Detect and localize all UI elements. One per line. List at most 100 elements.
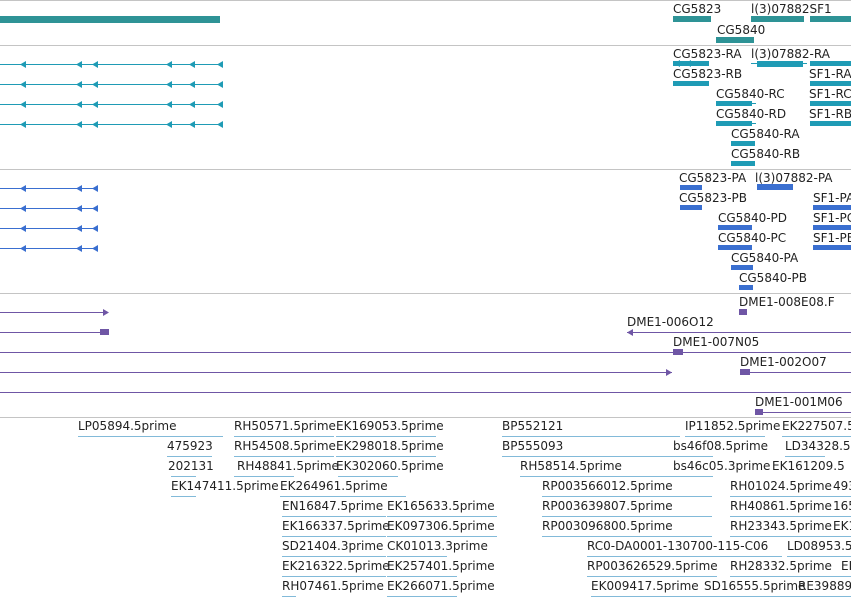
feature-label[interactable]: CG5840-RA — [731, 127, 800, 141]
exon-arrow-icon[interactable] — [92, 205, 98, 212]
est-label[interactable]: EK298018.5prime — [336, 439, 444, 453]
feature-bar[interactable] — [813, 245, 851, 250]
exon-arrow-icon[interactable] — [166, 101, 172, 108]
est-line[interactable] — [542, 496, 712, 497]
exon-arrow-icon[interactable] — [76, 101, 82, 108]
feature-label[interactable]: CG5840-RC — [716, 87, 785, 101]
feature-label[interactable]: SF1-RC — [809, 87, 851, 101]
est-line[interactable] — [387, 536, 497, 537]
est-label[interactable]: RE39889 — [798, 579, 851, 593]
match-label[interactable]: DME1-006O12 — [627, 315, 714, 329]
est-label[interactable]: EN16847.5prime — [282, 499, 384, 513]
feature-intron-line[interactable] — [755, 412, 851, 413]
est-label[interactable]: RH40861.5prime — [730, 499, 832, 513]
feature-bar[interactable] — [739, 285, 753, 290]
match-label[interactable]: DME1-007N05 — [673, 335, 760, 349]
est-line[interactable] — [338, 476, 398, 477]
exon-arrow-icon[interactable] — [166, 81, 172, 88]
est-label[interactable]: RH58514.5prime — [520, 459, 622, 473]
est-line[interactable] — [282, 556, 386, 557]
est-line[interactable] — [730, 516, 851, 517]
est-label[interactable]: EK1 — [833, 519, 851, 533]
exon-arrow-icon[interactable] — [166, 121, 172, 128]
feature-bar[interactable] — [731, 161, 755, 166]
est-line[interactable] — [387, 516, 497, 517]
est-label[interactable]: EK009417.5prime — [591, 579, 699, 593]
feature-intron-line[interactable] — [0, 248, 97, 249]
est-label[interactable]: EI — [841, 559, 851, 573]
exon-arrow-icon[interactable] — [166, 61, 172, 68]
est-label[interactable]: 493 — [833, 479, 851, 493]
exon-arrow-icon[interactable] — [20, 61, 26, 68]
exon-arrow-icon[interactable] — [76, 61, 82, 68]
exon-arrow-icon[interactable] — [189, 101, 195, 108]
est-line[interactable] — [282, 516, 386, 517]
est-line[interactable] — [730, 576, 851, 577]
est-line[interactable] — [798, 596, 851, 597]
feature-bar[interactable] — [740, 369, 750, 375]
exon-arrow-icon[interactable] — [92, 225, 98, 232]
feature-intron-line[interactable] — [0, 124, 222, 125]
feature-bar[interactable] — [813, 225, 851, 230]
feature-bar[interactable] — [718, 245, 752, 250]
est-label[interactable]: SD16555.5prime — [704, 579, 806, 593]
est-line[interactable] — [280, 496, 406, 497]
est-label[interactable]: 165 — [833, 499, 851, 513]
est-label[interactable]: 202131 — [168, 459, 214, 473]
est-label[interactable]: EK302060.5prime — [336, 459, 444, 473]
exon-arrow-icon[interactable] — [92, 121, 98, 128]
est-label[interactable]: EK161209.5 — [772, 459, 845, 473]
feature-label[interactable]: CG5823-PA — [679, 171, 747, 185]
exon-arrow-icon[interactable] — [217, 61, 223, 68]
feature-bar[interactable] — [731, 265, 753, 270]
feature-bar[interactable] — [739, 309, 747, 315]
est-label[interactable]: LP05894.5prime — [78, 419, 177, 433]
exon-arrow-icon[interactable] — [189, 81, 195, 88]
feature-label[interactable]: CG5840-PC — [718, 231, 787, 245]
exon-arrow-icon[interactable] — [217, 101, 223, 108]
est-label[interactable]: bs46c05.3prime — [673, 459, 771, 473]
exon-arrow-icon[interactable] — [217, 81, 223, 88]
feature-label[interactable]: CG5823-RA — [673, 47, 742, 61]
feature-intron-line[interactable] — [0, 228, 97, 229]
feature-label[interactable]: SF1-RB — [809, 107, 851, 121]
est-line[interactable] — [234, 476, 294, 477]
est-line[interactable] — [782, 436, 851, 437]
est-line[interactable] — [587, 556, 782, 557]
feature-bar[interactable] — [810, 101, 851, 106]
est-label[interactable]: EK227507.5 — [782, 419, 851, 433]
est-label[interactable]: RH01024.5prime — [730, 479, 832, 493]
est-label[interactable]: RH54508.5prime — [234, 439, 336, 453]
exon-arrow-icon[interactable] — [20, 245, 26, 252]
est-line[interactable] — [387, 556, 447, 557]
feature-intron-line[interactable] — [0, 208, 97, 209]
est-label[interactable]: EK264961.5prime — [280, 479, 388, 493]
feature-bar[interactable] — [680, 185, 702, 190]
exon-arrow-icon[interactable] — [76, 81, 82, 88]
est-line[interactable] — [387, 596, 457, 597]
est-label[interactable]: LD08953.5 — [787, 539, 851, 553]
exon-arrow-icon[interactable] — [20, 185, 26, 192]
est-line[interactable] — [387, 576, 457, 577]
est-line[interactable] — [502, 456, 680, 457]
feature-bar[interactable] — [673, 81, 709, 86]
est-line[interactable] — [171, 496, 196, 497]
est-label[interactable]: EK216322.5prime — [282, 559, 390, 573]
exon-arrow-icon[interactable] — [76, 205, 82, 212]
exon-arrow-icon[interactable] — [92, 185, 98, 192]
feature-intron-line[interactable] — [0, 392, 851, 393]
feature-bar[interactable] — [755, 409, 763, 415]
est-line[interactable] — [234, 456, 334, 457]
exon-arrow-icon[interactable] — [76, 185, 82, 192]
est-label[interactable]: EK257401.5prime — [387, 559, 495, 573]
est-label[interactable]: EK266071.5prime — [387, 579, 495, 593]
est-label[interactable]: RH07461.5prime — [282, 579, 384, 593]
exon-arrow-icon[interactable] — [103, 309, 109, 316]
exon-arrow-icon[interactable] — [627, 329, 633, 336]
exon-arrow-icon[interactable] — [76, 245, 82, 252]
exon-arrow-icon[interactable] — [666, 369, 672, 376]
feature-label[interactable]: SF1-PB — [813, 231, 851, 245]
est-line[interactable] — [502, 436, 680, 437]
gene-bar[interactable] — [751, 16, 804, 22]
feature-bar[interactable] — [757, 184, 793, 190]
